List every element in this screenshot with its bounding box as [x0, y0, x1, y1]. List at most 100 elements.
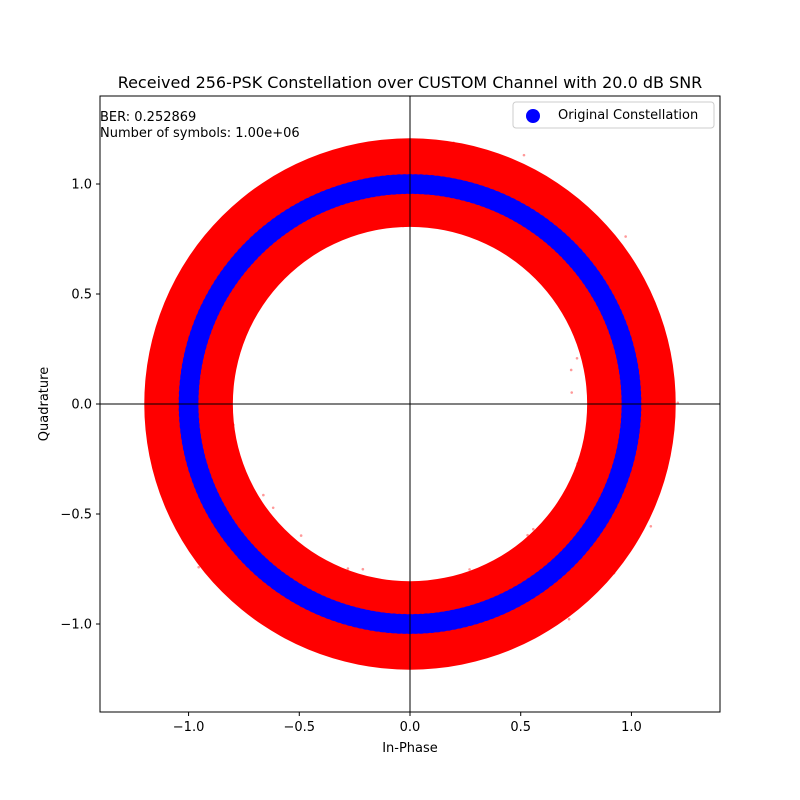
received-point — [240, 469, 244, 473]
received-point — [372, 652, 376, 656]
received-point — [310, 578, 314, 582]
received-point — [291, 564, 294, 567]
received-point — [514, 196, 517, 199]
received-point — [641, 423, 644, 427]
received-point — [229, 507, 233, 511]
received-point — [636, 308, 640, 311]
received-point — [311, 174, 315, 178]
received-point — [632, 318, 635, 322]
received-point — [299, 579, 302, 582]
received-point — [235, 508, 238, 511]
received-point — [202, 429, 206, 433]
received-point — [249, 573, 253, 577]
received-point — [283, 603, 287, 606]
received-point — [636, 346, 640, 350]
received-point — [447, 593, 450, 596]
received-point — [375, 170, 378, 174]
received-point — [579, 289, 583, 293]
received-point — [645, 494, 649, 498]
received-point — [593, 460, 596, 463]
received-point — [206, 366, 209, 370]
received-point — [233, 564, 237, 567]
received-point — [604, 261, 608, 264]
received-point — [514, 225, 517, 228]
received-point — [541, 243, 545, 247]
received-point — [567, 284, 571, 288]
received-point — [500, 580, 503, 584]
received-point — [488, 179, 492, 182]
received-point — [590, 317, 594, 320]
received-point — [297, 192, 301, 196]
received-point — [326, 178, 329, 182]
received-point — [490, 228, 494, 232]
received-point — [476, 590, 479, 594]
received-point — [215, 398, 218, 402]
legend-box — [512, 101, 715, 129]
received-point — [560, 539, 563, 543]
received-point — [430, 201, 434, 204]
received-point — [384, 160, 387, 164]
received-point — [571, 230, 574, 233]
received-point — [633, 480, 636, 483]
received-point — [645, 442, 649, 445]
received-point — [421, 214, 425, 218]
received-point — [455, 628, 459, 632]
received-point — [400, 172, 403, 175]
received-point — [166, 475, 170, 478]
received-point — [390, 206, 394, 209]
received-point — [393, 611, 396, 614]
received-point — [220, 228, 224, 232]
received-point — [210, 545, 213, 548]
received-point — [373, 161, 376, 164]
received-point — [629, 268, 633, 272]
received-point — [528, 606, 531, 610]
received-point — [288, 601, 292, 604]
received-point — [453, 164, 457, 168]
received-point — [596, 481, 600, 484]
received-point — [599, 245, 603, 249]
received-point — [226, 338, 230, 342]
received-point — [570, 391, 574, 394]
received-point — [656, 356, 660, 360]
received-point — [236, 234, 240, 237]
received-point — [426, 651, 429, 655]
received-point — [640, 319, 644, 323]
received-point — [570, 229, 573, 233]
received-point — [488, 217, 491, 221]
received-point — [228, 501, 231, 505]
received-point — [431, 605, 434, 608]
received-point — [289, 201, 292, 204]
received-point — [586, 562, 590, 566]
received-point — [649, 406, 652, 409]
received-point — [250, 266, 253, 270]
received-point — [444, 639, 448, 642]
received-point — [329, 642, 333, 646]
received-point — [238, 600, 241, 604]
received-point — [530, 550, 534, 553]
received-point — [585, 248, 589, 252]
received-point — [506, 188, 510, 192]
received-point — [262, 609, 266, 613]
received-point — [584, 240, 588, 244]
received-point — [642, 456, 646, 460]
received-point — [278, 183, 282, 186]
received-point — [224, 368, 228, 371]
received-point — [196, 503, 200, 506]
received-point — [417, 162, 420, 166]
received-point — [218, 419, 222, 423]
received-point — [439, 651, 443, 655]
received-point — [351, 170, 354, 174]
received-point — [221, 378, 224, 381]
received-point — [645, 445, 649, 448]
received-point — [646, 398, 650, 402]
received-point — [282, 558, 286, 562]
received-point — [605, 539, 609, 542]
received-point — [174, 412, 178, 415]
received-point — [443, 161, 447, 165]
received-point — [610, 522, 613, 526]
received-point — [468, 568, 471, 571]
received-point — [293, 613, 297, 617]
received-point — [225, 453, 229, 457]
received-point — [221, 493, 225, 497]
